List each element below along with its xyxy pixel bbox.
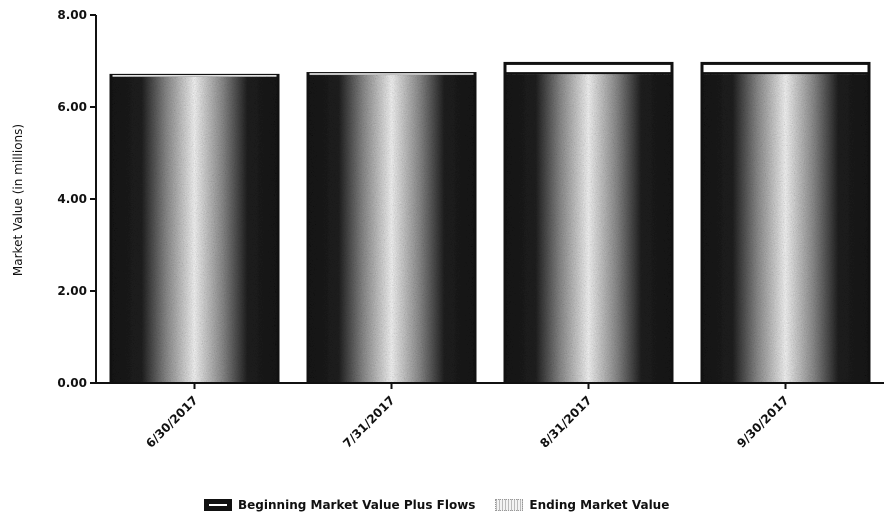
x-tick-label: 7/31/2017 bbox=[340, 393, 397, 450]
bar-ending-market-value bbox=[506, 74, 671, 383]
legend: Beginning Market Value Plus Flows Ending… bbox=[204, 498, 689, 512]
y-tick-label: 8.00 bbox=[57, 8, 87, 22]
bar-difference-gap bbox=[703, 64, 868, 73]
y-tick-label: 2.00 bbox=[57, 284, 87, 298]
y-axis-title: Market Value (in millions) bbox=[11, 124, 25, 276]
x-axis: 6/30/2017 7/31/2017 8/31/2017 9/30/2017 bbox=[96, 382, 884, 451]
bar-ending-market-value bbox=[703, 74, 868, 383]
legend-swatch-beginning bbox=[204, 499, 232, 511]
x-tick-label: 8/31/2017 bbox=[537, 393, 594, 450]
x-tick-label: 9/30/2017 bbox=[734, 393, 791, 450]
bar-difference-gap bbox=[506, 64, 671, 73]
y-tick-label: 6.00 bbox=[57, 100, 87, 114]
legend-item-beginning: Beginning Market Value Plus Flows bbox=[204, 498, 475, 512]
legend-label-ending: Ending Market Value bbox=[529, 498, 670, 512]
legend-item-ending: Ending Market Value bbox=[495, 498, 669, 512]
y-tick-label: 0.00 bbox=[57, 376, 87, 390]
y-axis: 0.00 2.00 4.00 6.00 8.00 bbox=[57, 8, 97, 390]
bar-ending-market-value bbox=[309, 75, 474, 382]
plot-area bbox=[109, 61, 871, 384]
bar-ending-market-value bbox=[112, 76, 277, 382]
x-tick-label: 6/30/2017 bbox=[143, 393, 200, 450]
legend-label-beginning: Beginning Market Value Plus Flows bbox=[238, 498, 476, 512]
legend-swatch-ending bbox=[495, 499, 524, 511]
y-tick-label: 4.00 bbox=[57, 192, 87, 206]
